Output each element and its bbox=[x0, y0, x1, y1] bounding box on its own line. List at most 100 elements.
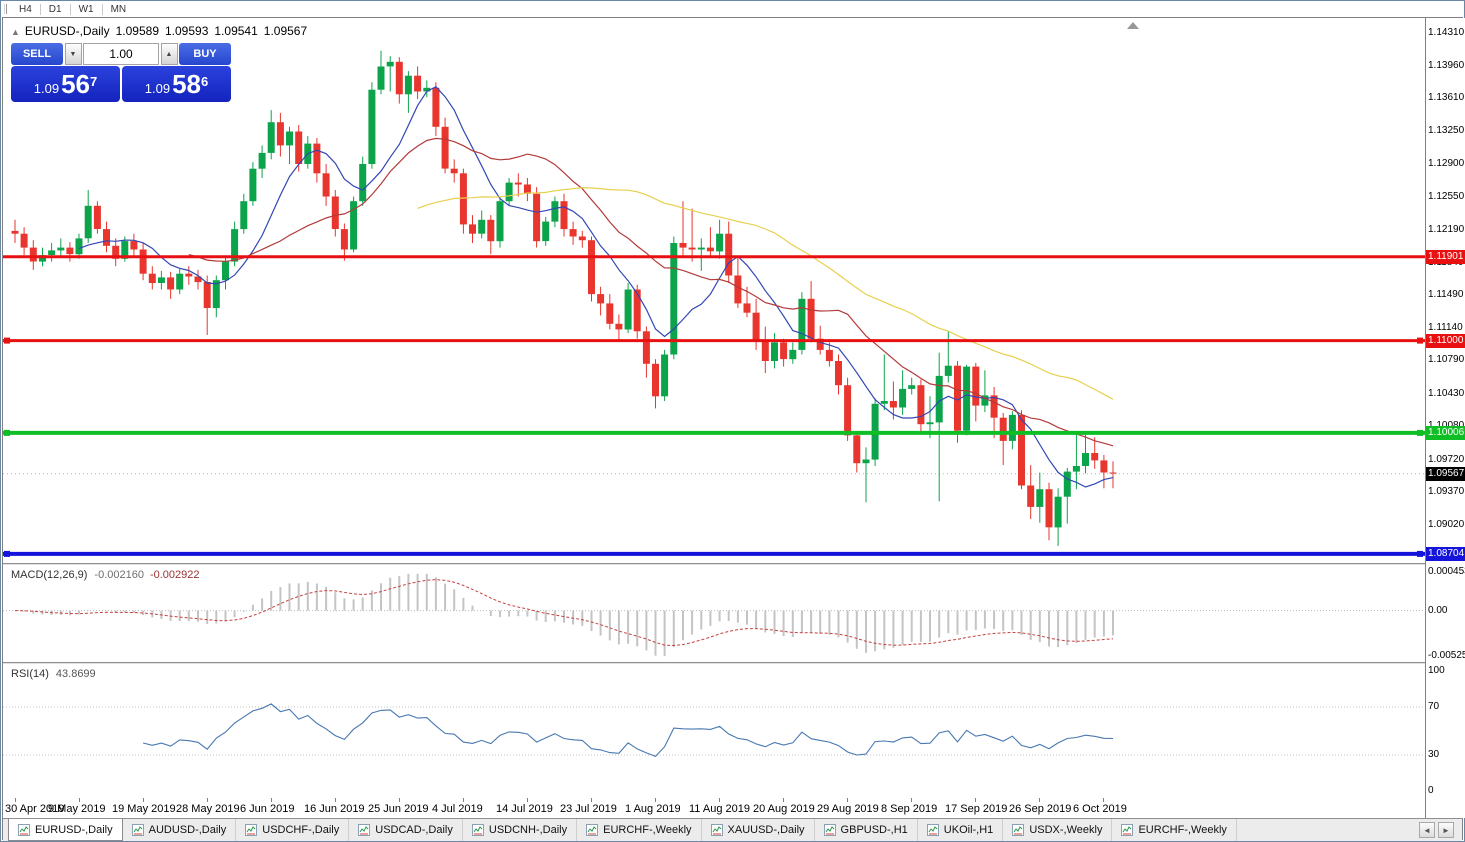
time-tick bbox=[719, 798, 720, 802]
volume-stepper-button[interactable]: ▲ bbox=[160, 43, 178, 65]
ohlc-open: 1.09589 bbox=[115, 24, 159, 38]
chart-icon bbox=[823, 824, 836, 836]
panel-splitter[interactable] bbox=[3, 563, 1462, 565]
toolbar-grip[interactable] bbox=[4, 4, 7, 14]
date-label: 20 Aug 2019 bbox=[753, 803, 815, 815]
chart-icon bbox=[586, 824, 599, 836]
chart-tab-label: UKOil-,H1 bbox=[943, 824, 994, 836]
price-tick-label: 1.09720 bbox=[1428, 454, 1465, 465]
volume-input[interactable]: 1.00 bbox=[83, 43, 159, 65]
toolbar-separator bbox=[101, 3, 103, 15]
chart-tab-strip: EURUSD-,Daily AUDUSD-,Daily USDCHF-,Daily U… bbox=[3, 819, 1411, 841]
macd-axis-label: -0.0052505 bbox=[1428, 650, 1465, 661]
chart-tab-bar: EURUSD-,Daily AUDUSD-,Daily USDCHF-,Daily U… bbox=[3, 818, 1462, 841]
ask-price-button[interactable]: 1.09 58 6 bbox=[122, 66, 231, 102]
hline-price-tag: 1.11000 bbox=[1426, 334, 1465, 348]
one-click-collapse-icon[interactable]: ▲ bbox=[11, 27, 20, 37]
time-tick bbox=[527, 798, 528, 802]
chart-tab-label: EURUSD-,Daily bbox=[35, 823, 113, 836]
chart-tab-label: XAUUSD-,Daily bbox=[727, 824, 805, 836]
date-label: 9 May 2019 bbox=[48, 803, 106, 815]
date-label: 14 Jul 2019 bbox=[496, 803, 553, 815]
time-tick bbox=[975, 798, 976, 802]
rsi-axis-label: 30 bbox=[1428, 749, 1440, 760]
hline-price-tag: 1.10006 bbox=[1426, 426, 1465, 440]
time-tick bbox=[591, 798, 592, 802]
price-tick-label: 1.13250 bbox=[1428, 125, 1465, 136]
ask-pips: 58 bbox=[172, 69, 201, 99]
ask-main: 1.09 bbox=[144, 81, 171, 96]
rsi-header: RSI(14) 43.8699 bbox=[11, 668, 96, 680]
chart-tab[interactable]: USDCHF-,Daily bbox=[236, 819, 350, 841]
price-axis[interactable]: 1.14310 1.13960 1.13610 1.13250 1.12900 1.125… bbox=[1425, 18, 1465, 818]
price-tick-label: 1.13610 bbox=[1428, 92, 1465, 103]
time-tick bbox=[911, 798, 912, 802]
date-label: 30 Apr 2019 bbox=[5, 803, 65, 815]
sell-button[interactable]: SELL bbox=[11, 43, 63, 65]
panel-splitter[interactable] bbox=[3, 662, 1462, 664]
chart-tab[interactable]: EURCHF-,Weekly bbox=[577, 819, 702, 841]
price-tick-label: 1.11140 bbox=[1428, 322, 1463, 333]
time-tick bbox=[335, 798, 336, 802]
buy-button[interactable]: BUY bbox=[179, 43, 231, 65]
date-label: 8 Sep 2019 bbox=[881, 803, 938, 815]
chart-tab[interactable]: USDCNH-,Daily bbox=[463, 819, 578, 841]
tab-scroll-left-button[interactable]: ◄ bbox=[1419, 822, 1435, 838]
chart-tab[interactable]: AUDUSD-,Daily bbox=[123, 819, 237, 841]
tab-scroll-controls: ◄ ► bbox=[1411, 819, 1462, 841]
date-label: 23 Jul 2019 bbox=[560, 803, 617, 815]
timeframe-buttons: H4 D1 W1 MN bbox=[13, 1, 132, 17]
tab-scroll-right-button[interactable]: ► bbox=[1438, 822, 1454, 838]
date-label: 25 Jun 2019 bbox=[368, 803, 429, 815]
price-tick-label: 1.10080 bbox=[1428, 420, 1464, 432]
chart-tab[interactable]: USDCAD-,Daily bbox=[349, 819, 463, 841]
timeframe-button-w1[interactable]: W1 bbox=[78, 3, 94, 15]
macd-header: MACD(12,26,9) -0.002160 -0.002922 bbox=[11, 569, 200, 581]
time-tick bbox=[15, 798, 16, 802]
chart-icon bbox=[358, 824, 371, 836]
chart-tab[interactable]: XAUUSD-,Daily bbox=[702, 819, 815, 841]
time-tick bbox=[399, 798, 400, 802]
timeframe-button-mn[interactable]: MN bbox=[110, 3, 127, 15]
price-chart[interactable] bbox=[3, 18, 1425, 563]
time-axis[interactable]: 30 Apr 2019 9 May 2019 19 May 2019 28 May 2… bbox=[3, 798, 1425, 818]
chart-tab[interactable]: EURUSD-,Daily bbox=[8, 819, 123, 841]
rsi-region: RSI(14) 43.8699 bbox=[3, 664, 1425, 798]
time-tick bbox=[79, 798, 80, 802]
bid-pips: 56 bbox=[61, 69, 90, 99]
price-tick-label: 1.09370 bbox=[1428, 486, 1465, 497]
time-tick bbox=[271, 798, 272, 802]
macd-chart[interactable] bbox=[3, 565, 1425, 662]
time-tick bbox=[143, 798, 144, 802]
date-label: 4 Jul 2019 bbox=[432, 803, 483, 815]
timeframe-button-h4[interactable]: H4 bbox=[19, 3, 32, 15]
bid-main: 1.09 bbox=[33, 81, 60, 96]
bid-point: 7 bbox=[90, 74, 98, 89]
volume-dropdown-button[interactable]: ▼ bbox=[64, 43, 82, 65]
date-label: 16 Jun 2019 bbox=[304, 803, 365, 815]
rsi-axis-label: 70 bbox=[1428, 701, 1440, 712]
macd-axis-label: 0.0004536 bbox=[1428, 566, 1465, 577]
chart-tab[interactable]: EURCHF-,Weekly bbox=[1112, 819, 1237, 841]
rsi-chart[interactable] bbox=[3, 664, 1425, 798]
bid-price-button[interactable]: 1.09 56 7 bbox=[11, 66, 120, 102]
chart-icon bbox=[471, 824, 484, 836]
chart-tab-label: USDX-,Weekly bbox=[1029, 824, 1103, 836]
hline-price-tag: 1.11901 bbox=[1426, 250, 1465, 264]
price-tick-label: 1.10430 bbox=[1428, 388, 1465, 399]
chart-icon bbox=[926, 824, 939, 836]
price-tick-label: 1.12900 bbox=[1428, 158, 1465, 169]
time-tick bbox=[207, 798, 208, 802]
chart-icon bbox=[710, 824, 723, 836]
chart-tab[interactable]: UKOil-,H1 bbox=[918, 819, 1004, 841]
macd-value: -0.002160 bbox=[94, 569, 144, 581]
chart-tab-label: USDCHF-,Daily bbox=[262, 824, 340, 836]
chart-window: ▲ EURUSD-,Daily 1.09589 1.09593 1.09541 1.095… bbox=[2, 17, 1465, 841]
timeframe-button-d1[interactable]: D1 bbox=[48, 3, 62, 15]
date-label: 28 May 2019 bbox=[176, 803, 240, 815]
chart-tab[interactable]: GBPUSD-,H1 bbox=[815, 819, 918, 841]
chart-tab[interactable]: USDX-,Weekly bbox=[1003, 819, 1113, 841]
chart-tab-label: USDCAD-,Daily bbox=[375, 824, 453, 836]
macd-label: MACD(12,26,9) bbox=[11, 569, 88, 581]
